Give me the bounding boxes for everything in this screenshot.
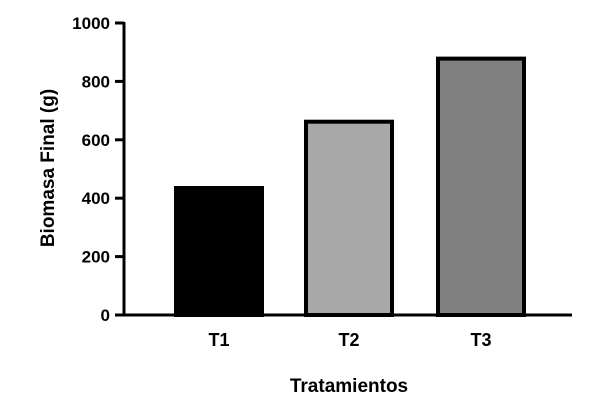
y-axis-ticks: 0 200 400 600 800 1000 <box>72 14 124 325</box>
y-tick-label: 600 <box>82 131 110 150</box>
bars <box>174 56 526 318</box>
y-tick-label: 800 <box>82 72 110 91</box>
x-axis-title: Tratamientos <box>290 376 408 397</box>
y-tick-label: 400 <box>82 189 110 208</box>
y-tick-label: 200 <box>82 248 110 267</box>
y-axis-title: Biomasa Final (g) <box>38 89 59 247</box>
x-axis-tick-labels: T1 T2 T3 <box>208 330 491 350</box>
bar-t1 <box>174 185 264 317</box>
bar-t2 <box>304 119 394 317</box>
x-tick-label-t2: T2 <box>338 330 359 350</box>
y-tick-label: 0 <box>101 306 110 325</box>
x-tick-label-t3: T3 <box>470 330 491 350</box>
x-tick-label-t1: T1 <box>208 330 229 350</box>
y-tick-label: 1000 <box>72 14 110 33</box>
bar-t3 <box>436 56 526 318</box>
